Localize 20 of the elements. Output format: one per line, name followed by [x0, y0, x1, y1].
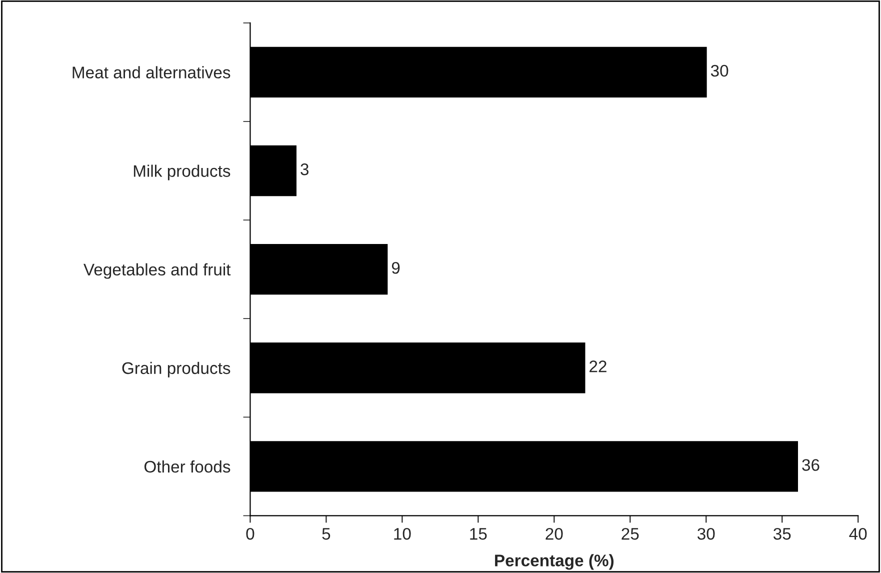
- y-tick-label: Vegetables and fruit: [84, 263, 231, 279]
- x-axis-title: Percentage (%): [495, 554, 614, 570]
- x-tick-label: 25: [622, 528, 639, 540]
- x-tick-label: 20: [546, 528, 563, 540]
- x-tick-label: 35: [773, 528, 791, 540]
- x-tick-label: 10: [394, 528, 411, 540]
- y-tick-label: Other foods: [144, 460, 230, 473]
- data-label: 30: [710, 64, 728, 77]
- data-label: 3: [300, 163, 308, 176]
- x-tick-label: 30: [697, 528, 715, 540]
- x-tick-label: 40: [849, 528, 867, 540]
- x-tick-label: 5: [322, 528, 330, 540]
- x-tick-label: 15: [470, 528, 487, 540]
- y-tick-label: Milk products: [134, 164, 230, 180]
- data-label: 22: [590, 360, 606, 372]
- y-tick-label: Meat and alternatives: [72, 66, 230, 78]
- data-label: 9: [392, 262, 400, 274]
- y-tick-label: Grain products: [122, 362, 230, 378]
- data-label: 36: [802, 459, 820, 471]
- x-tick-label: 0: [246, 528, 254, 540]
